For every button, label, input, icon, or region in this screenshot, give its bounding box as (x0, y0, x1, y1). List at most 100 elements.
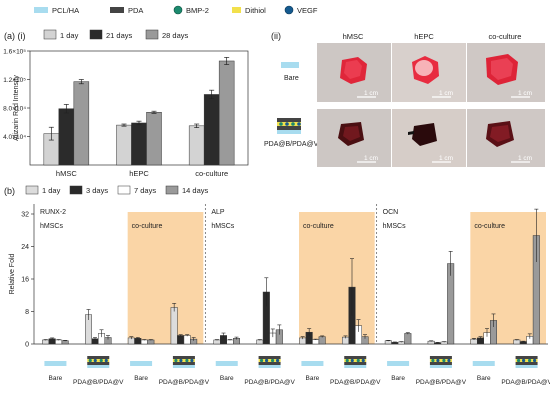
vegf-sphere-icon (93, 358, 97, 363)
dithiol-layer-icon (87, 359, 110, 362)
dithiol-swatch-icon (232, 7, 241, 13)
legend-label-b-14-days: 14 days (182, 186, 209, 195)
pcr-bar-runx-2-g0-7-days (55, 339, 63, 345)
group-bottom-label: PDA@B/PDA@V (501, 379, 550, 386)
scale-bar-label: 1 cm (364, 90, 378, 97)
pda-layer-icon (515, 362, 538, 365)
photo-row-bare-label: Bare (281, 62, 299, 82)
pcr-bar-runx-2-g3-3-days (177, 335, 185, 345)
pcr-bar-alp-g2-14-days (318, 336, 326, 345)
vegf-sphere-icon (284, 5, 294, 15)
panel-a-ii-label: (ii) (271, 31, 281, 41)
scale-bar-label: 1 cm (364, 155, 378, 162)
group-label-hmscs: hMSCs (383, 223, 406, 230)
alizarin-bars (43, 57, 235, 166)
group-bottom-label: Bare (49, 375, 63, 382)
pda-layer-icon (87, 362, 110, 365)
pcr-bar-alp-g0-7-days (226, 339, 234, 345)
photo-col-hmsc: hMSC (343, 32, 364, 41)
pcr-bar-ocn-g0-14-days (404, 333, 412, 345)
alizarin-bar-hmsc-28-days (73, 81, 90, 166)
pcr-bar-alp-g1-1-day (256, 339, 264, 345)
legend-label-28-days: 28 days (162, 31, 189, 40)
alizarin-x-label-co-culture: co-culture (195, 169, 228, 178)
coated-scaffold-icon (87, 365, 110, 368)
photo-row-bare: Bare (284, 75, 299, 82)
bmp2-sphere-icon (527, 358, 532, 363)
pcr-y-ticks: 0 8 16 24 32 (21, 212, 34, 349)
pcr-bar-runx-2-g3-1-day (170, 307, 178, 345)
dithiol-layer-icon (344, 359, 367, 362)
group-label-hmscs: hMSCs (211, 223, 234, 230)
bare-scaffold-icon (301, 361, 324, 366)
pcr-bar-runx-2-g3-7-days (183, 335, 191, 345)
vegf-sphere-icon (264, 358, 269, 363)
group-bottom-label: PDA@B/PDA@V (244, 379, 295, 386)
dithiol-layer-icon (429, 359, 452, 362)
pcr-chart: Relative Fold 0 8 16 24 32 RUNX-2 hMSCs co-cul… (9, 204, 550, 386)
bmp2-sphere-icon (442, 358, 446, 363)
dithiol-layer-icon (515, 359, 538, 362)
photo-row-coated: PDA@B/PDA@V (264, 141, 319, 148)
coculture-bg-runx-2 (127, 212, 204, 344)
bare-scaffold-icon (472, 361, 495, 366)
group-bottom-label: PDA@B/PDA@V (330, 379, 381, 386)
bmp2-sphere-icon (345, 358, 349, 363)
bmp2-sphere-icon (270, 358, 275, 363)
bmp2-sphere-icon (356, 358, 360, 363)
alizarin-y-axis-label: Alizarin Red Intensity (13, 75, 20, 141)
vegf-sphere-icon (532, 358, 537, 363)
legend-label-b-3-days: 3 days (86, 186, 108, 195)
pcr-bar-ocn-g0-1-day (384, 340, 392, 345)
marker-label-ocn: OCN (383, 209, 399, 216)
pda-layer-icon (429, 356, 452, 359)
photo-coated-coculture: 1 cm (467, 109, 545, 167)
pcr-bar-runx-2-g2-3-days (134, 338, 142, 345)
scale-bar-label: 1 cm (518, 155, 532, 162)
legend-label-vegf: VEGF (297, 6, 318, 15)
pcr-y-tick-label: 0 (25, 342, 29, 349)
pda-layer-icon (344, 356, 367, 359)
vegf-sphere-icon (350, 358, 354, 363)
legend-swatch-1-day (43, 29, 57, 40)
vegf-sphere-icon (104, 358, 108, 363)
panel-b-legend: 1 day 3 days 7 days 14 days (25, 185, 209, 195)
legend-swatch-b-3-days (69, 185, 83, 195)
pcr-bars (42, 208, 540, 345)
pcr-y-tick-label: 32 (21, 212, 29, 219)
pcr-bar-alp-g0-1-day (213, 339, 221, 345)
bmp2-sphere-icon (88, 358, 92, 363)
alizarin-x-label-hepc: hEPC (129, 169, 149, 178)
pcr-group-labels: RUNX-2 hMSCs co-culture Bare PDA@B/PDA@V Bare… (40, 209, 550, 386)
legend-item-vegf: VEGF (284, 5, 318, 15)
vegf-sphere-icon (361, 358, 365, 363)
coated-scaffold-icon (258, 365, 281, 368)
legend-item-dithiol: Dithiol (232, 6, 266, 15)
pcr-bar-ocn-g3-1-day (513, 339, 521, 345)
alizarin-y-ticks: 4.0×10⁴ 8.0×10⁴ 1.2×10⁵ 1.6×10⁵ (3, 49, 30, 141)
legend-swatch-b-1-day (25, 185, 39, 195)
scale-bar-label: 1 cm (439, 155, 453, 162)
group-bottom-label: PDA@B/PDA@V (73, 379, 124, 386)
alizarin-bar-co-culture-28-days (218, 60, 235, 166)
group-bottom-label: Bare (477, 375, 491, 382)
alizarin-bar-hepc-1-day (116, 124, 132, 166)
alizarin-y-tick-label: 1.6×10⁵ (3, 49, 26, 56)
pcr-bar-runx-2-g2-7-days (140, 339, 148, 345)
group-bottom-label: PDA@B/PDA@V (416, 379, 467, 386)
marker-label-runx-2: RUNX-2 (40, 209, 66, 216)
pcr-bar-runx-2-g0-1-day (42, 339, 50, 345)
group-bottom-label: Bare (391, 375, 405, 382)
group-bottom-label: Bare (134, 375, 148, 382)
coculture-bg-alp (299, 212, 375, 344)
pda-layer-icon (172, 362, 195, 365)
bare-scaffold-icon (281, 62, 299, 68)
photo-row-coated-label: PDA@B/PDA@V (264, 118, 319, 148)
legend-swatch-b-7-days (117, 185, 131, 195)
pda-swatch-icon (110, 7, 124, 13)
photo-coated-hepc: 1 cm (392, 109, 466, 167)
pda-layer-icon (258, 362, 281, 365)
bare-scaffold-icon (44, 361, 67, 366)
group-bottom-label: PDA@B/PDA@V (159, 379, 210, 386)
coculture-background (127, 212, 546, 344)
